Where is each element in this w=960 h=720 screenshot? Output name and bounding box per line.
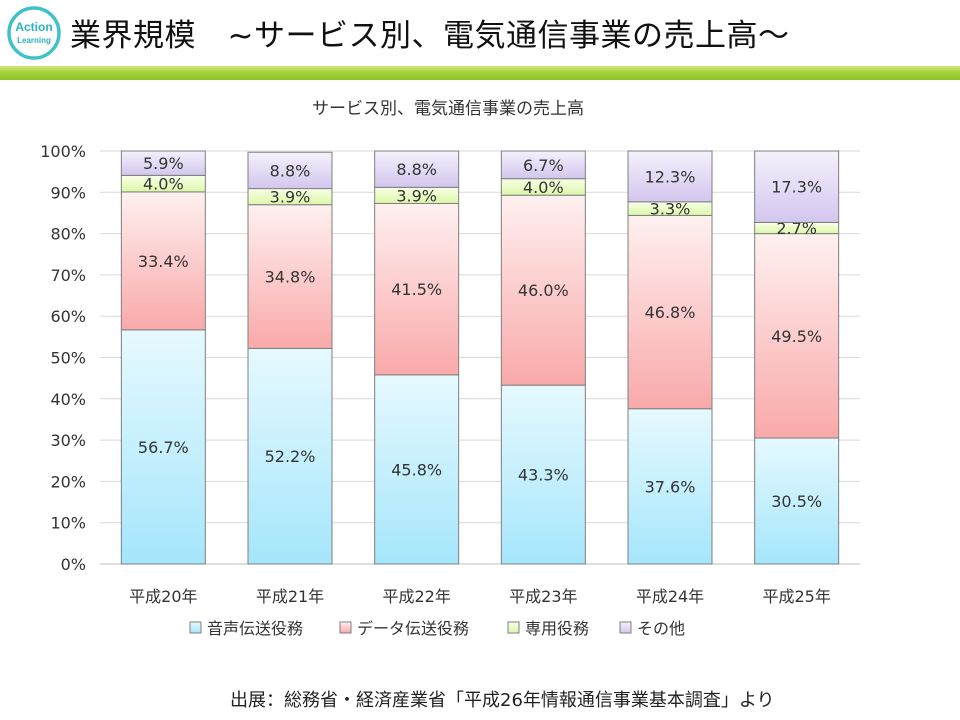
bar-segment <box>754 437 840 565</box>
data-label: 4.0% <box>523 178 564 197</box>
bar-segment <box>374 374 460 565</box>
y-axis-ticks: 0% 10% 20% 30% 40% 50% 60% 70% 80% 90% 100% <box>40 142 86 574</box>
page-title: 業界規模 ~サービス別、電気通信事業の売上高〜 <box>70 18 790 54</box>
gridlines <box>100 150 860 565</box>
y-tick-label: 60% <box>50 307 86 326</box>
data-label: 3.3% <box>650 200 691 219</box>
bars: 56.7% 33.4% 4.0% 5.9% 52.2% 34.8% 3.9% 8.8% 45.8… <box>120 150 840 565</box>
legend-label: 専用役務 <box>525 619 589 638</box>
bar-segment <box>120 191 206 331</box>
chart-title: サービス別、電気通信事業の売上高 <box>312 99 584 119</box>
data-label: 49.5% <box>771 327 822 346</box>
bar-segment <box>374 150 460 188</box>
x-tick-label: 平成23年 <box>509 587 577 606</box>
data-label: 12.3% <box>645 167 696 186</box>
data-label: 3.9% <box>270 188 311 207</box>
data-label: 3.9% <box>396 186 437 205</box>
bar-segment <box>500 194 586 386</box>
data-label: 46.0% <box>518 281 569 300</box>
bar-segment <box>627 150 713 203</box>
data-label: 5.9% <box>143 154 184 173</box>
bar-segment <box>754 233 840 439</box>
y-tick-label: 40% <box>50 390 86 409</box>
data-label: 37.6% <box>645 477 696 496</box>
title-underline-bar <box>0 66 960 80</box>
legend-swatch <box>619 621 632 634</box>
logo-text-line1: Action <box>15 20 52 34</box>
legend: 音声伝送役務 データ伝送役務 専用役務 その他 <box>189 619 685 638</box>
legend-label: 音声伝送役務 <box>207 619 303 638</box>
x-axis-ticks: 平成20年 平成21年 平成22年 平成23年 平成24年 平成25年 <box>129 587 831 606</box>
y-tick-label: 80% <box>50 225 86 244</box>
y-tick-label: 100% <box>40 142 86 161</box>
data-label: 43.3% <box>518 466 569 485</box>
x-tick-label: 平成25年 <box>762 587 830 606</box>
bar-segment <box>627 214 713 410</box>
x-tick-label: 平成24年 <box>636 587 704 606</box>
data-label: 30.5% <box>771 492 822 511</box>
data-label: 52.2% <box>265 447 316 466</box>
bar-segment <box>754 150 840 223</box>
data-label: 34.8% <box>265 268 316 287</box>
bar-segment <box>120 150 206 176</box>
bar-segment <box>247 151 333 190</box>
y-tick-label: 70% <box>50 266 86 285</box>
action-learning-logo: Action Learning <box>7 6 61 60</box>
x-tick-label: 平成22年 <box>382 587 450 606</box>
data-label: 33.4% <box>138 252 189 271</box>
stacked-bar-chart: サービス別、電気通信事業の売上高 0% 10% 20% 30% 40% 50% 60% 70%… <box>40 99 860 638</box>
bar-segment <box>247 347 333 565</box>
y-tick-label: 0% <box>61 555 86 574</box>
logo-text-line2: Learning <box>17 36 51 45</box>
x-tick-label: 平成21年 <box>256 587 324 606</box>
source-note: 出展：総務省・経済産業省「平成26年情報通信事業基本調査」より <box>230 690 775 711</box>
legend-label: その他 <box>637 619 685 638</box>
legend-swatch <box>339 621 352 634</box>
y-tick-label: 30% <box>50 431 86 450</box>
data-label: 6.7% <box>523 156 564 175</box>
legend-label: データ伝送役務 <box>357 619 469 638</box>
y-tick-label: 90% <box>50 183 86 202</box>
x-tick-label: 平成20年 <box>129 587 197 606</box>
legend-swatch <box>189 621 202 634</box>
data-label: 56.7% <box>138 438 189 457</box>
bar-segment <box>500 384 586 565</box>
data-label: 2.7% <box>776 219 817 238</box>
y-tick-label: 20% <box>50 472 86 491</box>
data-label: 46.8% <box>645 303 696 322</box>
y-tick-label: 50% <box>50 349 86 368</box>
bar-segment <box>247 204 333 349</box>
y-tick-label: 10% <box>50 514 86 533</box>
data-label: 45.8% <box>391 460 442 479</box>
legend-swatch <box>507 621 520 634</box>
data-label: 4.0% <box>143 175 184 194</box>
data-label: 8.8% <box>270 161 311 180</box>
data-label: 41.5% <box>391 280 442 299</box>
bar-segment <box>500 150 586 180</box>
data-label: 8.8% <box>396 160 437 179</box>
data-label: 17.3% <box>771 178 822 197</box>
bar-segment <box>120 329 206 565</box>
